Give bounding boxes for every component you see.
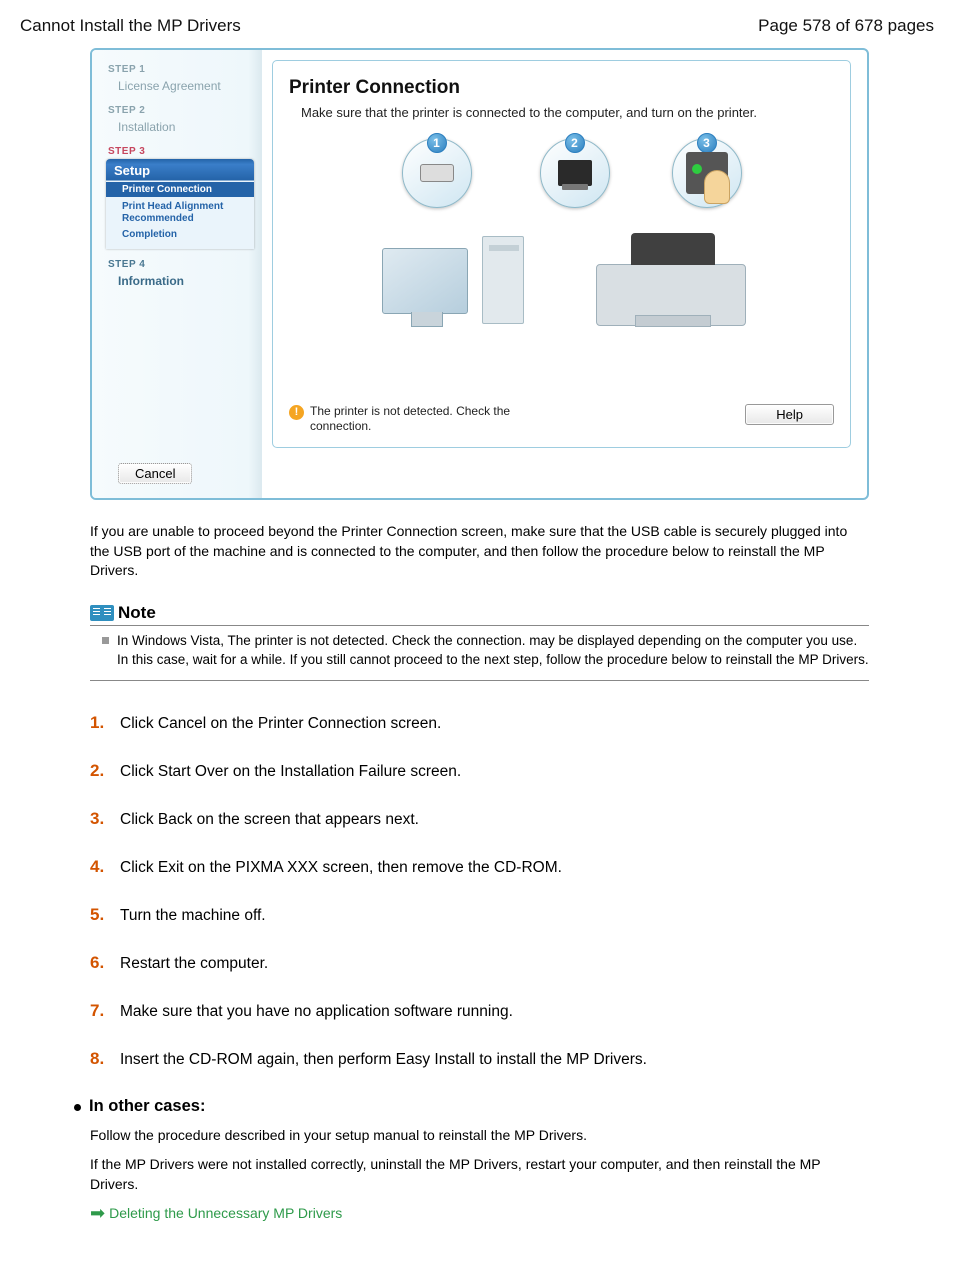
step3-header: STEP 3 bbox=[92, 142, 262, 159]
finger-icon bbox=[704, 170, 730, 204]
step-5-text: Turn the machine off. bbox=[120, 907, 266, 925]
connection-description: Make sure that the printer is connected … bbox=[289, 105, 834, 134]
installer-window: STEP 1 License Agreement STEP 2 Installa… bbox=[90, 48, 869, 500]
printer-connection-frame: Printer Connection Make sure that the pr… bbox=[272, 60, 851, 448]
page-number: Page 578 of 678 pages bbox=[758, 16, 934, 36]
step-1-text: Click Cancel on the Printer Connection s… bbox=[120, 715, 441, 733]
pc-tower-icon bbox=[482, 236, 524, 324]
printer-rear-icon bbox=[558, 160, 592, 186]
page-header: Cannot Install the MP Drivers Page 578 o… bbox=[20, 10, 934, 48]
setup-item-printer-connection: Printer Connection bbox=[106, 182, 254, 197]
bubble-3-number: 3 bbox=[697, 133, 717, 153]
warning-icon: ! bbox=[289, 405, 304, 420]
step-8-text: Insert the CD-ROM again, then perform Ea… bbox=[120, 1051, 647, 1069]
step1-item: License Agreement bbox=[92, 77, 262, 101]
warning-text: The printer is not detected. Check the c… bbox=[310, 404, 569, 435]
doc-title: Cannot Install the MP Drivers bbox=[20, 16, 241, 36]
step2-header: STEP 2 bbox=[92, 101, 262, 118]
monitor-icon bbox=[382, 248, 468, 314]
step-number: 8. bbox=[90, 1049, 112, 1069]
installer-sidebar: STEP 1 License Agreement STEP 2 Installa… bbox=[92, 50, 262, 498]
step-number: 2. bbox=[90, 761, 112, 781]
cancel-button[interactable]: Cancel bbox=[118, 463, 192, 484]
installer-main: Printer Connection Make sure that the pr… bbox=[262, 50, 867, 498]
step-number: 1. bbox=[90, 713, 112, 733]
other-cases-para1: Follow the procedure described in your s… bbox=[90, 1126, 869, 1146]
step4-header: STEP 4 bbox=[92, 255, 262, 272]
usb-plug-icon bbox=[420, 164, 454, 182]
setup-panel: Setup Printer Connection Print Head Alig… bbox=[106, 159, 254, 249]
steps-list: 1. Click Cancel on the Printer Connection… bbox=[90, 713, 869, 1069]
other-cases-header: In other cases: bbox=[89, 1097, 205, 1116]
step-number: 4. bbox=[90, 857, 112, 877]
step-number: 3. bbox=[90, 809, 112, 829]
intro-paragraph: If you are unable to proceed beyond the … bbox=[90, 522, 869, 581]
bubble-2: 2 bbox=[540, 138, 610, 208]
step2-item: Installation bbox=[92, 118, 262, 142]
printer-icon bbox=[596, 264, 746, 326]
setup-item-print-head: Print Head Alignment Recommended bbox=[106, 197, 254, 225]
note-text: In Windows Vista, The printer is not det… bbox=[117, 632, 869, 670]
connection-illustration: 1 2 3 bbox=[372, 134, 752, 344]
note-box: Note In Windows Vista, The printer is no… bbox=[90, 603, 869, 681]
step-3-text: Click Back on the screen that appears ne… bbox=[120, 811, 419, 829]
bubble-3: 3 bbox=[672, 138, 742, 208]
step-4-text: Click Exit on the PIXMA XXX screen, then… bbox=[120, 859, 562, 877]
step-number: 7. bbox=[90, 1001, 112, 1021]
step-number: 5. bbox=[90, 905, 112, 925]
other-cases-header-row: In other cases: bbox=[74, 1097, 869, 1116]
step4-item: Information bbox=[92, 272, 262, 296]
power-panel-icon bbox=[686, 152, 728, 194]
step-2-text: Click Start Over on the Installation Fai… bbox=[120, 763, 461, 781]
step-7-text: Make sure that you have no application s… bbox=[120, 1003, 513, 1021]
bullet-square-icon bbox=[102, 637, 109, 644]
delete-drivers-link[interactable]: Deleting the Unnecessary MP Drivers bbox=[109, 1205, 342, 1221]
note-icon bbox=[90, 605, 114, 621]
bubble-2-number: 2 bbox=[565, 133, 585, 153]
step-number: 6. bbox=[90, 953, 112, 973]
note-title: Note bbox=[118, 603, 156, 623]
bubble-1-number: 1 bbox=[427, 133, 447, 153]
connection-title: Printer Connection bbox=[289, 77, 834, 99]
help-button[interactable]: Help bbox=[745, 404, 834, 425]
other-cases-para2: If the MP Drivers were not installed cor… bbox=[90, 1155, 869, 1194]
setup-item-completion: Completion bbox=[106, 225, 254, 241]
setup-title: Setup bbox=[106, 163, 254, 182]
bullet-dot-icon bbox=[74, 1104, 81, 1111]
arrow-right-icon: ➡ bbox=[90, 1204, 105, 1222]
step-6-text: Restart the computer. bbox=[120, 955, 268, 973]
warning-row: ! The printer is not detected. Check the… bbox=[289, 404, 569, 435]
step1-header: STEP 1 bbox=[92, 60, 262, 77]
bubble-1: 1 bbox=[402, 138, 472, 208]
